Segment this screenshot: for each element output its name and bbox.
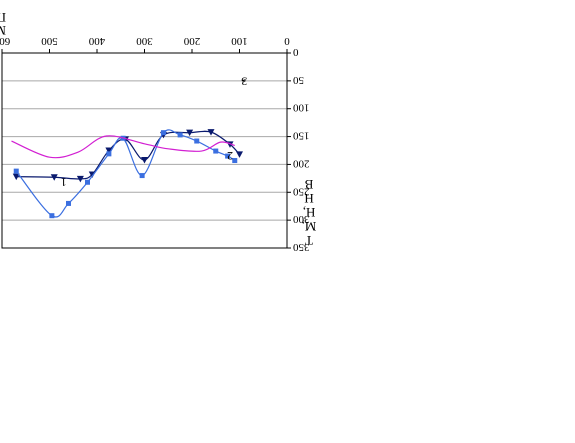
series-line-1 (15, 129, 236, 218)
series-annotation-0: 1 (61, 175, 67, 189)
x-tick-label-2: 200 (183, 35, 200, 47)
y-axis-title-line-3: Н (304, 191, 313, 206)
y-tick-label-0: 0 (293, 46, 299, 58)
series-1-point-6 (139, 173, 145, 179)
series-0-point-0 (12, 173, 20, 181)
series-0-point-11 (236, 151, 243, 158)
series-0-point-8 (186, 129, 194, 137)
x-tick-label-6: 600 (0, 35, 10, 47)
y-axis-title: ТМ,Н,НВ (302, 177, 317, 248)
series-1-point-1 (49, 213, 55, 219)
x-tick-label-5: 500 (41, 35, 58, 47)
series-1-point-0 (13, 168, 19, 174)
y-tick-label-4: 200 (293, 157, 310, 169)
y-tick-label-3: 150 (293, 130, 310, 142)
series-1-point-8 (177, 132, 183, 138)
series-0-point-9 (207, 129, 215, 136)
series-1-point-3 (85, 179, 90, 185)
x-tick-label-3: 300 (136, 35, 153, 47)
y-tick-label-7: 350 (293, 241, 310, 253)
series-0-point-2 (76, 175, 84, 183)
series-1-point-10 (213, 148, 219, 154)
x-tick-label-0: 0 (284, 35, 290, 47)
x-tick-label-1: 100 (231, 35, 248, 47)
series-1-point-2 (66, 200, 71, 206)
series-0-point-1 (50, 174, 58, 181)
series-1-point-7 (161, 130, 166, 136)
y-axis-title-line-0: Т (305, 233, 313, 248)
y-tick-label-1: 50 (293, 74, 305, 86)
series-line-3 (11, 135, 235, 159)
series-0-point-6 (141, 156, 148, 164)
series-annotation-2: 3 (241, 75, 247, 89)
y-axis-title-line-4: В (304, 177, 313, 192)
series-1-point-4 (106, 151, 112, 157)
y-axis-title-line-2: Н, (303, 205, 316, 220)
series-annotation-1: 2 (227, 149, 233, 163)
y-axis-title-line-1: М, (302, 219, 317, 234)
series-1-point-11 (225, 153, 231, 159)
y-tick-label-5: 250 (293, 185, 310, 197)
series-0-point-4 (105, 147, 113, 154)
x-axis-title-line-1: М (0, 23, 6, 38)
y-tick-label-2: 100 (293, 102, 310, 114)
x-axis-title-line-2: Па (0, 10, 6, 25)
x-axis-title: σ,МПа (0, 10, 6, 51)
y-tick-label-6: 300 (293, 213, 310, 225)
x-tick-label-4: 400 (88, 35, 105, 47)
series-1-point-12 (232, 158, 238, 164)
series-line-2 (241, 79, 246, 82)
series-1-point-9 (194, 138, 200, 144)
